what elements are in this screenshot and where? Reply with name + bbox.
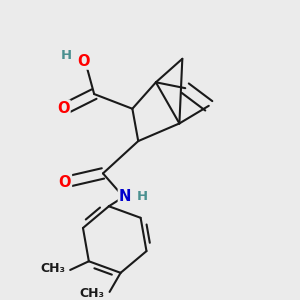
Text: O: O <box>58 175 71 190</box>
Text: O: O <box>57 101 70 116</box>
Text: CH₃: CH₃ <box>40 262 65 275</box>
Text: H: H <box>61 49 72 62</box>
Text: O: O <box>78 54 90 69</box>
Text: N: N <box>119 189 131 204</box>
Text: CH₃: CH₃ <box>79 287 104 300</box>
Text: H: H <box>137 190 148 203</box>
